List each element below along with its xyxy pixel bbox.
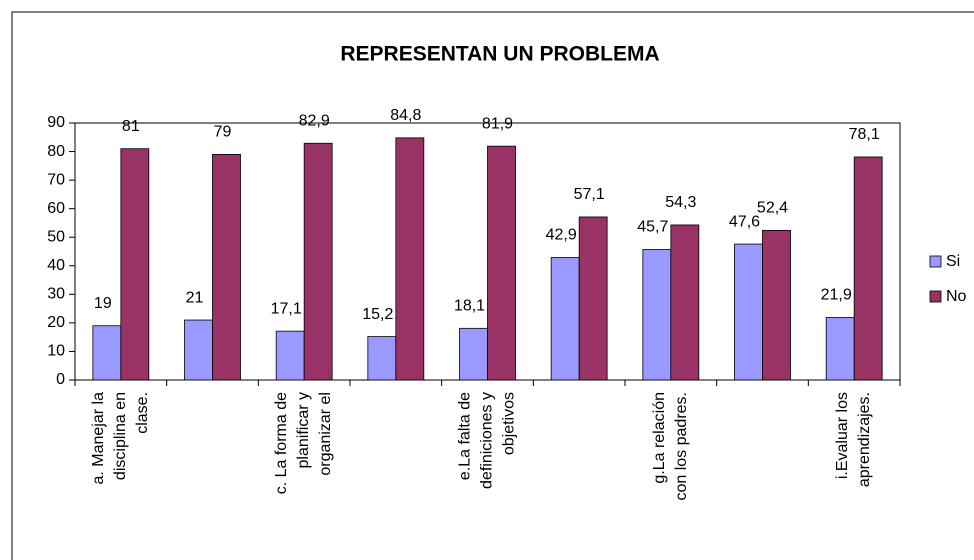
bar bbox=[184, 319, 213, 381]
bar bbox=[303, 142, 333, 381]
value-label: 18,1 bbox=[454, 298, 485, 315]
value-label: 42,9 bbox=[546, 227, 577, 244]
y-tick-label: 30 bbox=[47, 286, 65, 303]
chart-title: REPRESENTAN UN PROBLEMA bbox=[340, 43, 659, 66]
legend-swatch bbox=[929, 255, 942, 268]
bar bbox=[670, 224, 700, 381]
value-label: 17,1 bbox=[271, 300, 302, 317]
x-tick-label: g.La relación con los padres. bbox=[651, 392, 690, 501]
value-label: 81,9 bbox=[482, 115, 513, 132]
legend-swatch bbox=[929, 290, 942, 303]
bar bbox=[275, 330, 305, 381]
y-tick-label: 80 bbox=[47, 143, 65, 160]
bar bbox=[487, 145, 516, 381]
bar bbox=[734, 243, 763, 381]
x-tick-label: e.La falta de definiciones y objetivos bbox=[457, 392, 518, 489]
bar bbox=[762, 229, 791, 381]
value-label: 81 bbox=[122, 118, 140, 135]
bar bbox=[395, 137, 425, 381]
x-tick-label: c. La forma de planificar y organizar el bbox=[273, 392, 334, 494]
value-label: 15,2 bbox=[362, 306, 393, 323]
value-label: 21,9 bbox=[821, 287, 852, 304]
y-tick-label: 40 bbox=[47, 257, 65, 274]
bar bbox=[853, 156, 883, 381]
x-tick-label: i.Evaluar los aprendizajes. bbox=[834, 392, 873, 487]
y-tick-label: 60 bbox=[47, 200, 65, 217]
y-tick-label: 10 bbox=[47, 343, 65, 360]
bar bbox=[92, 325, 122, 381]
value-label: 19 bbox=[94, 295, 112, 312]
bar bbox=[550, 257, 580, 381]
y-tick-label: 20 bbox=[47, 314, 65, 331]
bar bbox=[212, 154, 241, 381]
value-label: 78,1 bbox=[849, 126, 880, 143]
value-label: 47,6 bbox=[729, 213, 760, 230]
value-label: 82,9 bbox=[299, 112, 330, 129]
bar bbox=[367, 336, 397, 381]
value-label: 84,8 bbox=[390, 107, 421, 124]
value-label: 45,7 bbox=[637, 219, 668, 236]
bar bbox=[120, 148, 150, 381]
y-tick-label: 90 bbox=[47, 114, 65, 131]
value-label: 52,4 bbox=[757, 200, 788, 217]
legend-label: Si bbox=[946, 253, 960, 270]
x-tick-label: a. Manejar la disciplina en clase. bbox=[90, 392, 151, 485]
value-label: 54,3 bbox=[665, 194, 696, 211]
bar bbox=[825, 317, 855, 381]
y-tick-label: 0 bbox=[56, 371, 65, 388]
legend-label: No bbox=[946, 288, 967, 305]
value-label: 57,1 bbox=[574, 186, 605, 203]
y-tick-label: 70 bbox=[47, 171, 65, 188]
value-label: 21 bbox=[186, 289, 204, 306]
bar bbox=[642, 249, 672, 381]
bar bbox=[459, 327, 488, 381]
bar bbox=[578, 216, 608, 381]
value-label: 79 bbox=[214, 124, 232, 141]
y-tick-label: 50 bbox=[47, 228, 65, 245]
